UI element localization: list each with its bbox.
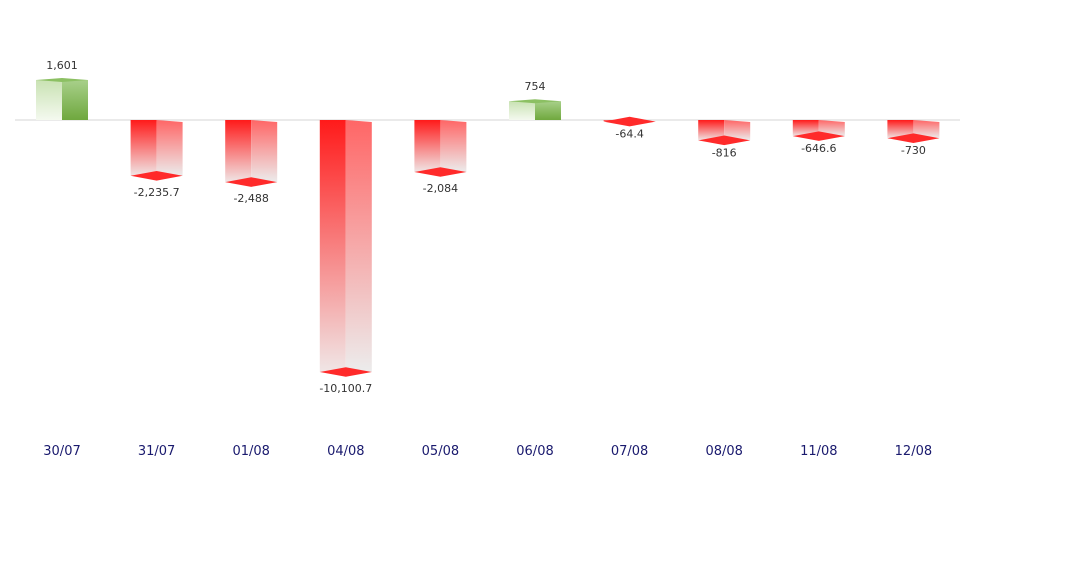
bar (792, 120, 845, 141)
data-label: -2,235.7 (134, 186, 180, 199)
x-tick-label: 12/08 (895, 444, 932, 459)
data-label: -730 (901, 144, 926, 157)
data-label: -10,100.7 (319, 382, 372, 395)
data-label: -2,488 (233, 192, 268, 205)
data-label: -816 (712, 146, 737, 159)
x-tick-label: 30/07 (43, 444, 80, 459)
bar (36, 78, 88, 120)
bar (319, 120, 372, 377)
x-tick-label: 06/08 (516, 444, 553, 459)
x-tick-label: 04/08 (327, 444, 364, 459)
x-tick-label: 07/08 (611, 444, 648, 459)
data-label: 754 (525, 80, 546, 93)
x-tick-label: 05/08 (422, 444, 459, 459)
data-label: -2,084 (423, 182, 458, 195)
x-tick-label: 31/07 (138, 444, 175, 459)
bar (225, 120, 278, 187)
x-tick-label: 11/08 (800, 444, 837, 459)
bar (603, 116, 656, 127)
bar (698, 120, 751, 146)
bar (130, 120, 183, 181)
data-label: 1,601 (46, 59, 78, 72)
x-tick-label: 01/08 (232, 444, 269, 459)
bar (414, 120, 467, 177)
data-label: -646.6 (801, 142, 836, 155)
bar (509, 99, 561, 120)
x-tick-label: 08/08 (705, 444, 742, 459)
data-label: -64.4 (615, 128, 643, 141)
bar (887, 120, 940, 144)
